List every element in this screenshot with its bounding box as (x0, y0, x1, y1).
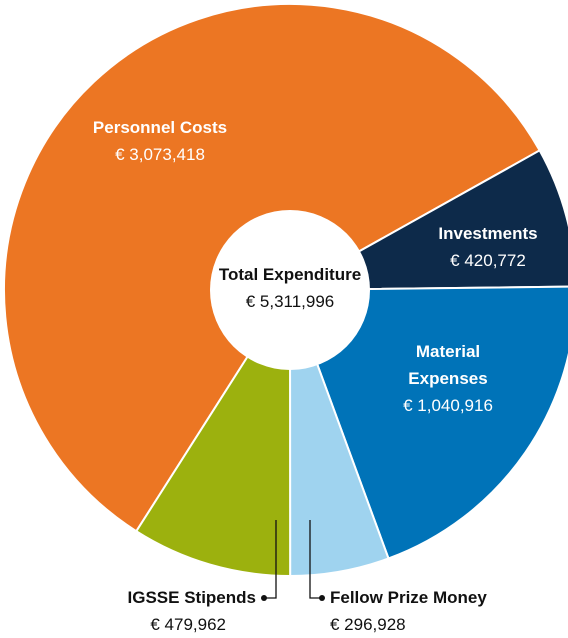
slice (134, 286, 292, 578)
slice-label: Personnel Costs € 3,073,418 (90, 114, 230, 168)
category-label: Fellow Prize Money (330, 588, 487, 607)
center-label: Total Expenditure € 5,311,996 (190, 261, 390, 315)
category-label: IGSSE Stipends (127, 588, 256, 607)
value-label: € 479,962 (150, 615, 226, 634)
leader-line (266, 520, 277, 599)
leader-line (309, 520, 320, 599)
center-title: Total Expenditure (218, 265, 362, 284)
slice (288, 285, 568, 560)
center-value: € 5,311,996 (245, 292, 335, 311)
value-label: € 420,772 (450, 251, 526, 270)
slice-label: Investments € 420,772 (418, 220, 558, 274)
category-label: Investments (438, 224, 538, 243)
leader-dot (261, 595, 267, 601)
donut-hole (210, 210, 370, 370)
value-label: € 3,073,418 (115, 145, 205, 164)
category-label: Personnel Costs (92, 118, 228, 137)
slice-label: IGSSE Stipends € 479,962 (40, 584, 256, 638)
slice-label: Material Expenses € 1,040,916 (382, 338, 514, 419)
value-label: € 296,928 (330, 615, 406, 634)
category-label: Material Expenses (408, 342, 488, 388)
slice-label: Fellow Prize Money € 296,928 (330, 584, 550, 638)
value-label: € 1,040,916 (403, 396, 493, 415)
leader-dot (319, 595, 325, 601)
